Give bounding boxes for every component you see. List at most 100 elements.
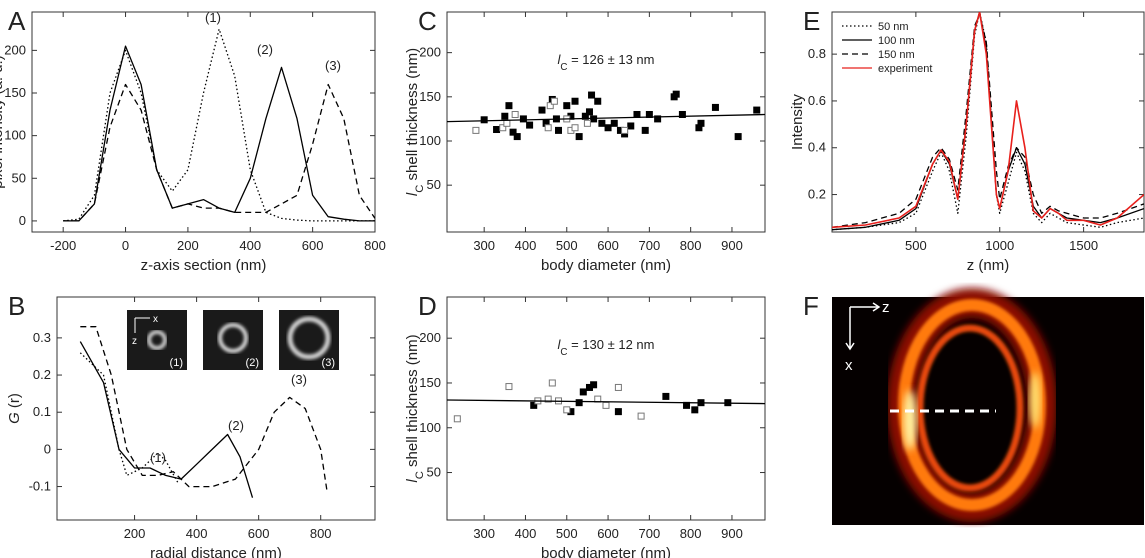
y-axis-label-symbol: l [404,479,421,483]
filled-square [654,115,662,123]
open-square [505,383,513,391]
open-square [503,119,511,127]
filled-square [509,128,517,136]
y-tick-label: 0.6 [808,93,826,108]
y-axis-label-text: (r) [6,393,23,412]
fit-annotation: lC = 130 ± 12 nm [558,337,655,358]
panel-label: D [418,291,437,321]
plot-frame [446,296,766,521]
x-tick-label: 900 [721,238,743,253]
y-tick-label: 200 [419,45,441,60]
y-tick-label: 150 [419,375,441,390]
x-axis-label: z (nm) [967,257,1010,274]
filled-square [579,388,587,396]
filled-square [581,112,589,120]
open-square [453,415,461,423]
filled-square [480,116,488,124]
image-axis-label: x [845,357,853,374]
plot-frame [446,11,766,233]
y-axis-label: G (r) [6,393,23,424]
curve [79,341,254,498]
x-tick-label: 200 [177,238,199,253]
y-tick-label: 50 [12,170,26,185]
x-tick-label: 300 [473,526,495,541]
curve [832,13,1144,228]
filled-square [753,106,761,114]
filled-square [734,133,742,141]
fit-annotation-subscript: C [560,62,567,73]
filled-square [526,121,534,129]
y-tick-label: 150 [4,85,26,100]
x-tick-label: 1500 [1069,238,1098,253]
plot-frame [831,11,1145,233]
curve-annotation: (3) [291,372,307,387]
filled-square [493,126,501,134]
fit-annotation-symbol: l [558,337,562,352]
ring-highlight [1029,372,1041,428]
filled-square [691,406,699,414]
y-tick-label: 200 [4,42,26,57]
y-axis-label-text: shell thickness (nm) [404,334,421,471]
heatmap [887,288,1057,522]
y-axis-label: lC shell thickness (nm) [404,334,426,482]
x-tick-label: 600 [248,526,270,541]
open-square [571,124,579,132]
y-tick-label: 200 [419,330,441,345]
fit-line [447,399,765,405]
filled-square [662,392,670,400]
x-tick-label: 300 [473,238,495,253]
filled-square [697,119,705,127]
y-axis-label: pixel intensity (a. u.) [0,55,6,188]
open-square [472,126,480,134]
inset-ring [287,316,331,360]
plot-area [832,12,1144,231]
filled-square [711,103,719,111]
inset-ring [147,330,167,350]
curve [79,352,179,484]
inset-label: (3) [322,357,335,369]
x-axis-label: body diameter (nm) [541,257,671,274]
curve-annotation: (1) [205,10,221,25]
x-tick-label: 700 [639,238,661,253]
open-square [637,412,645,420]
panel-b-insets: x z (1) (2) (3) [127,310,339,370]
y-tick-label: 0 [44,441,51,456]
x-tick-label: 800 [364,238,386,253]
inset-image [203,310,263,370]
x-tick-label: 500 [905,238,927,253]
inset-label: (1) [170,357,183,369]
x-tick-label: 600 [597,238,619,253]
filled-square [598,119,606,127]
x-tick-label: 200 [124,526,146,541]
x-tick-label: 600 [597,526,619,541]
y-tick-label: 50 [427,177,441,192]
y-tick-label: -0.1 [29,479,51,494]
curve-annotation: (3) [325,58,341,73]
legend-label: 150 nm [878,49,915,61]
ring-inner [916,324,1024,492]
filled-square [590,381,598,389]
filled-square [594,97,602,105]
x-tick-label: -200 [50,238,76,253]
inset-axis-label: x [153,314,158,325]
plot-area [447,90,765,141]
x-tick-label: 800 [680,526,702,541]
filled-square [588,91,596,99]
filled-square [555,126,563,134]
panel-label: E [803,6,820,36]
y-tick-label: 0.1 [33,404,51,419]
filled-square [513,133,521,141]
x-axis-label: body diameter (nm) [541,545,671,558]
y-tick-label: 0.2 [33,367,51,382]
y-tick-label: 0.4 [808,140,826,155]
inset-ring [218,323,248,353]
open-square [544,124,552,132]
open-square [544,395,552,403]
curve [63,83,375,222]
open-square [621,126,629,134]
fit-annotation-subscript: C [560,347,567,358]
filled-square [678,110,686,118]
plot-area [79,326,328,498]
x-tick-label: 900 [721,526,743,541]
x-tick-label: 700 [639,526,661,541]
